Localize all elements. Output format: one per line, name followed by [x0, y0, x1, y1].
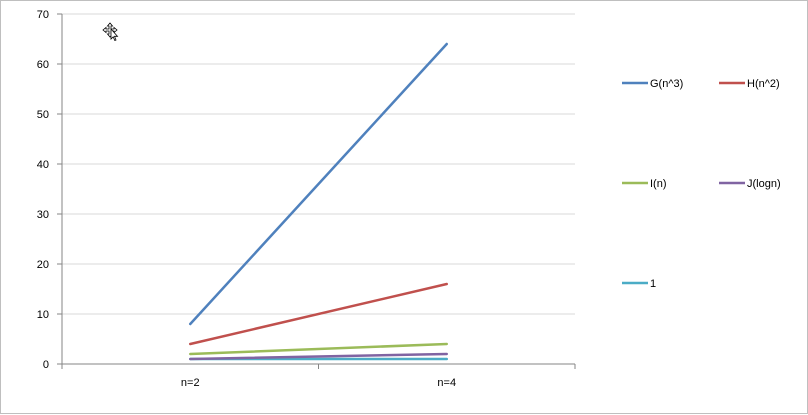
- y-tick-label: 0: [43, 359, 49, 371]
- legend: G(n^3) H(n^2) I(n) J(logn) 1: [622, 78, 781, 290]
- y-tick-labels: 0 10 20 30 40 50 60 70: [37, 9, 49, 371]
- series-line-I(n): [190, 344, 447, 354]
- move-cursor-icon: [103, 23, 118, 41]
- y-tick-label: 40: [37, 159, 49, 171]
- legend-entry: 1: [622, 278, 656, 290]
- x-tick-labels: n=2 n=4: [181, 377, 456, 389]
- y-tick-label: 70: [37, 9, 49, 21]
- legend-entry: I(n): [622, 178, 667, 190]
- x-tick-label: n=4: [437, 377, 456, 389]
- legend-label: 1: [650, 278, 656, 290]
- series-line-G(n^3): [190, 44, 447, 324]
- x-tick-label: n=2: [181, 377, 200, 389]
- legend-label: G(n^3): [650, 78, 683, 90]
- gridlines: [62, 14, 575, 314]
- legend-label: J(logn): [747, 178, 781, 190]
- legend-label: I(n): [650, 178, 667, 190]
- legend-entry: G(n^3): [622, 78, 683, 90]
- y-tick-label: 60: [37, 59, 49, 71]
- y-tick-label: 20: [37, 259, 49, 271]
- y-tick-label: 30: [37, 209, 49, 221]
- series-lines: [190, 44, 447, 359]
- legend-entry: J(logn): [719, 178, 781, 190]
- y-tick-label: 50: [37, 109, 49, 121]
- legend-entry: H(n^2): [719, 78, 780, 90]
- y-tick-label: 10: [37, 309, 49, 321]
- legend-label: H(n^2): [747, 78, 780, 90]
